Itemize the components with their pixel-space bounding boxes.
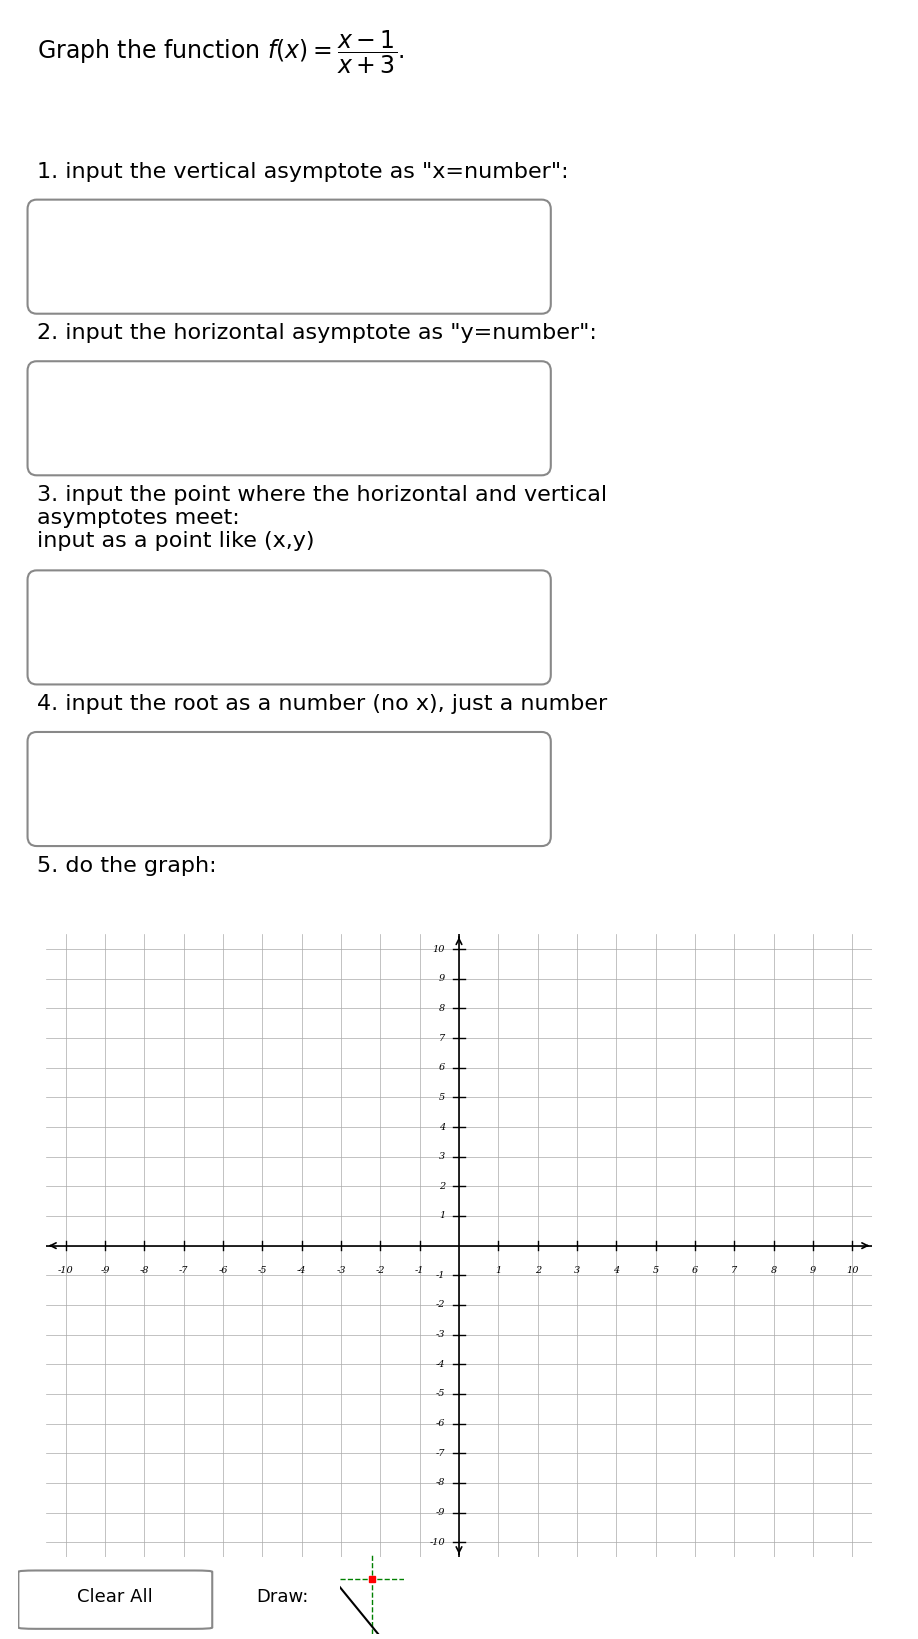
- Text: -8: -8: [436, 1478, 445, 1488]
- Text: Graph the function $f(x) = \dfrac{x - 1}{x + 3}$.: Graph the function $f(x) = \dfrac{x - 1}…: [37, 28, 405, 75]
- Text: Draw:: Draw:: [256, 1588, 308, 1606]
- Text: 9: 9: [439, 974, 445, 983]
- Text: 5: 5: [439, 1093, 445, 1101]
- FancyBboxPatch shape: [28, 570, 551, 685]
- Text: -4: -4: [297, 1267, 307, 1275]
- FancyBboxPatch shape: [28, 361, 551, 475]
- Text: -10: -10: [58, 1267, 73, 1275]
- Text: 7: 7: [439, 1034, 445, 1042]
- Text: -8: -8: [140, 1267, 149, 1275]
- Text: -6: -6: [436, 1419, 445, 1428]
- Text: -9: -9: [100, 1267, 109, 1275]
- Text: 4: 4: [613, 1267, 620, 1275]
- Text: 2: 2: [534, 1267, 541, 1275]
- Text: -9: -9: [436, 1508, 445, 1518]
- Text: -1: -1: [415, 1267, 424, 1275]
- Text: -5: -5: [258, 1267, 267, 1275]
- Text: 4. input the root as a number (no x), just a number: 4. input the root as a number (no x), ju…: [37, 693, 607, 715]
- Text: -1: -1: [436, 1270, 445, 1280]
- Text: -2: -2: [436, 1300, 445, 1310]
- Text: 2: 2: [439, 1182, 445, 1192]
- Text: -6: -6: [218, 1267, 228, 1275]
- Text: -7: -7: [179, 1267, 188, 1275]
- Text: -7: -7: [436, 1449, 445, 1457]
- Text: -3: -3: [336, 1267, 346, 1275]
- Text: 6: 6: [439, 1064, 445, 1072]
- Text: -2: -2: [375, 1267, 385, 1275]
- FancyBboxPatch shape: [18, 1570, 212, 1629]
- FancyBboxPatch shape: [28, 733, 551, 846]
- Text: Clear All: Clear All: [77, 1588, 153, 1606]
- Text: -4: -4: [436, 1360, 445, 1369]
- Text: -5: -5: [436, 1390, 445, 1398]
- Text: 4: 4: [439, 1123, 445, 1131]
- FancyBboxPatch shape: [28, 200, 551, 313]
- Text: 9: 9: [810, 1267, 816, 1275]
- Text: 5: 5: [653, 1267, 659, 1275]
- Text: 8: 8: [770, 1267, 777, 1275]
- Text: -10: -10: [430, 1537, 445, 1547]
- Text: 5. do the graph:: 5. do the graph:: [37, 856, 217, 875]
- Text: 3: 3: [439, 1152, 445, 1160]
- Text: 10: 10: [432, 944, 445, 954]
- Text: 3: 3: [574, 1267, 580, 1275]
- Text: 10: 10: [846, 1267, 858, 1275]
- Text: 8: 8: [439, 1003, 445, 1013]
- Text: -3: -3: [436, 1331, 445, 1339]
- Text: 1: 1: [439, 1211, 445, 1221]
- Text: 1: 1: [495, 1267, 501, 1275]
- Text: 6: 6: [692, 1267, 699, 1275]
- Text: 3. input the point where the horizontal and vertical
asymptotes meet:
input as a: 3. input the point where the horizontal …: [37, 485, 607, 551]
- Text: 7: 7: [732, 1267, 737, 1275]
- Text: 2. input the horizontal asymptote as "y=number":: 2. input the horizontal asymptote as "y=…: [37, 323, 597, 343]
- Text: 1. input the vertical asymptote as "x=number":: 1. input the vertical asymptote as "x=nu…: [37, 162, 568, 182]
